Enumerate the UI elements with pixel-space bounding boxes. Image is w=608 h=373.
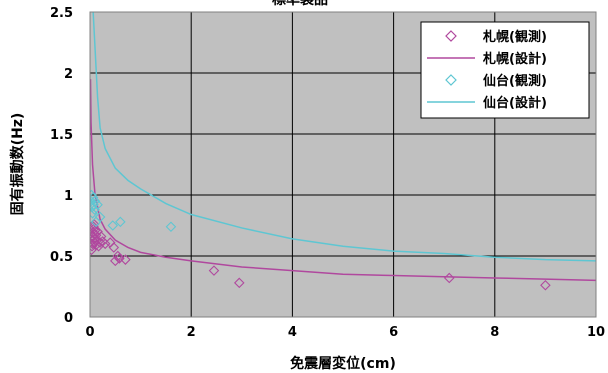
series-2-point (90, 199, 99, 211)
x-tick-label: 8 (490, 325, 499, 340)
y-tick-label: 0.5 (50, 250, 73, 265)
series-2-point (115, 216, 126, 228)
series-0-point (540, 280, 551, 291)
series-0-point (112, 250, 124, 262)
legend-marker-2 (445, 74, 457, 86)
y-tick-label: 0 (64, 311, 73, 326)
series-2-point (90, 195, 101, 207)
series-line-3 (92, 12, 596, 262)
series-0-point (90, 239, 102, 251)
series-2-point (94, 211, 106, 223)
series-0-point (108, 242, 120, 253)
series-0-point (443, 272, 455, 284)
x-tick-label: 0 (85, 325, 94, 340)
series-0-point (114, 253, 125, 264)
series-0-point (120, 254, 131, 265)
x-axis-label: 免震層変位(cm) (290, 355, 396, 372)
series-0-point (208, 265, 220, 276)
series-0-point (90, 225, 101, 236)
y-tick-label: 1 (64, 189, 73, 204)
x-tick-label: 2 (187, 325, 196, 340)
series-2-point (90, 204, 100, 215)
legend-label-0: 札幌(観測) (482, 29, 547, 45)
series-2-point (92, 199, 103, 211)
x-tick-label: 10 (587, 325, 605, 340)
legend-marker-0 (445, 30, 457, 42)
y-tick-label: 2 (64, 67, 73, 82)
plot-border (89, 11, 597, 318)
x-tick-label: 4 (288, 325, 297, 340)
series-2-point (90, 195, 97, 207)
series-0-point (95, 231, 107, 242)
y-tick-label: 2.5 (50, 6, 73, 21)
y-tick-labels: 0 0.5 1 1.5 2 2.5 (50, 6, 73, 326)
series-2-point (107, 220, 119, 231)
x-tick-label: 6 (389, 325, 398, 340)
series-2-point (90, 208, 98, 219)
x-tick-labels: 0 2 4 6 8 10 (85, 325, 605, 340)
y-tick-label: 1.5 (50, 128, 73, 143)
series-0-point (233, 277, 245, 289)
observed-markers (90, 189, 551, 291)
chart-title: 標準製品 (272, 0, 328, 8)
legend-label-1: 札幌(設計) (482, 51, 547, 67)
legend: 札幌(観測) 札幌(設計) 仙台(観測) 仙台(設計) (420, 21, 590, 119)
series-0-point (99, 238, 111, 250)
series-2-point (165, 221, 177, 232)
y-axis-label: 固有振動数(Hz) (9, 113, 26, 216)
legend-label-3: 仙台(設計) (483, 95, 547, 111)
legend-label-2: 仙台(観測) (483, 73, 547, 89)
